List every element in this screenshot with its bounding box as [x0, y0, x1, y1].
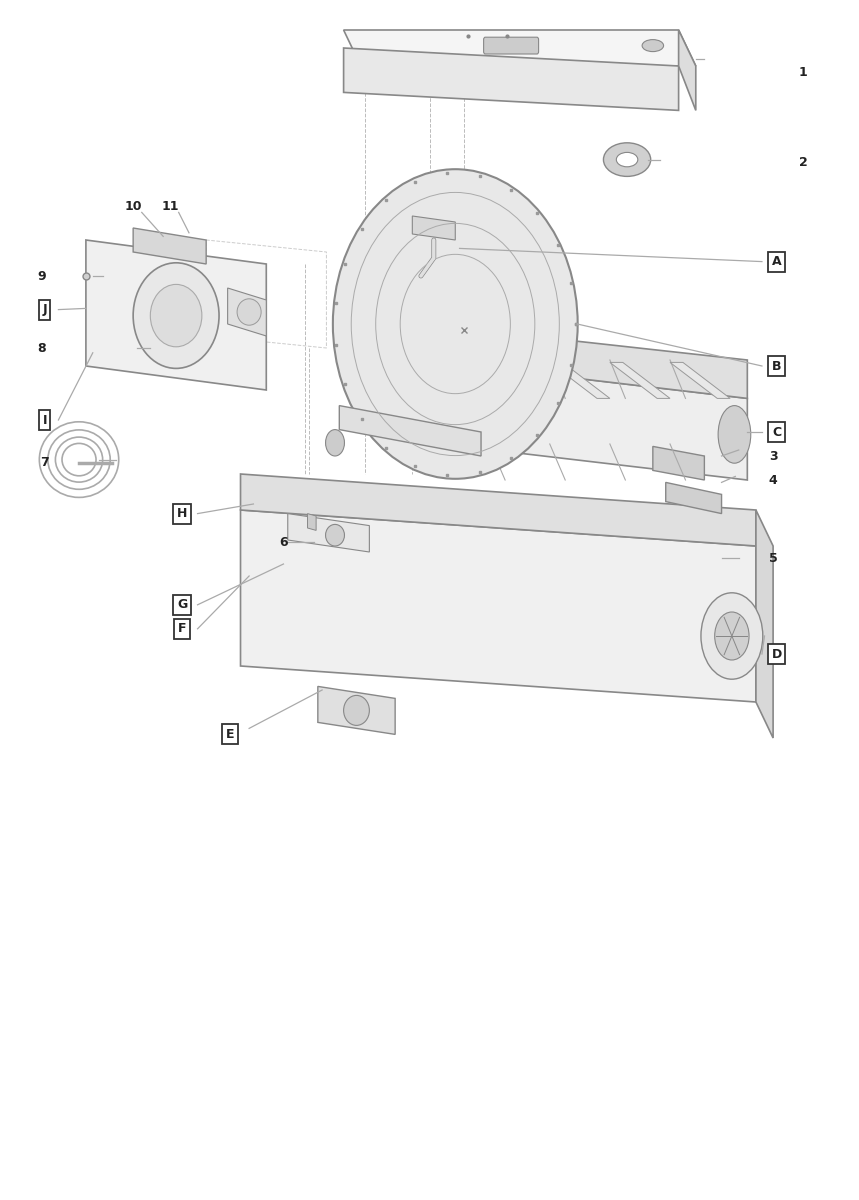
FancyBboxPatch shape — [484, 37, 539, 54]
Text: 3: 3 — [769, 450, 777, 462]
Ellipse shape — [344, 696, 369, 725]
Ellipse shape — [133, 263, 219, 368]
Text: I: I — [42, 414, 47, 426]
Polygon shape — [653, 446, 704, 480]
Polygon shape — [670, 362, 730, 398]
Ellipse shape — [326, 524, 344, 546]
Text: 9: 9 — [37, 270, 46, 282]
Polygon shape — [490, 362, 550, 398]
Polygon shape — [421, 324, 747, 398]
Polygon shape — [666, 482, 722, 514]
Polygon shape — [344, 48, 679, 110]
Polygon shape — [241, 474, 756, 546]
Text: H: H — [177, 508, 187, 520]
Text: 1: 1 — [799, 66, 807, 78]
Text: 2: 2 — [799, 156, 807, 168]
Text: J: J — [42, 304, 47, 316]
Polygon shape — [339, 406, 481, 456]
Polygon shape — [288, 514, 369, 552]
Polygon shape — [421, 360, 747, 480]
Polygon shape — [679, 30, 696, 110]
Ellipse shape — [333, 169, 577, 479]
Ellipse shape — [603, 143, 650, 176]
Text: 5: 5 — [769, 552, 777, 564]
Polygon shape — [241, 510, 756, 702]
Polygon shape — [308, 514, 316, 530]
Polygon shape — [550, 362, 610, 398]
Text: G: G — [177, 599, 187, 611]
Polygon shape — [756, 510, 773, 738]
Text: D: D — [771, 648, 782, 660]
Text: 7: 7 — [40, 456, 49, 468]
Ellipse shape — [237, 299, 261, 325]
Text: 11: 11 — [161, 200, 179, 212]
Polygon shape — [412, 216, 455, 240]
Text: 8: 8 — [37, 342, 46, 354]
Polygon shape — [86, 240, 266, 390]
Text: A: A — [771, 256, 782, 268]
Text: 10: 10 — [125, 200, 142, 212]
Ellipse shape — [150, 284, 202, 347]
Ellipse shape — [326, 430, 344, 456]
Ellipse shape — [718, 406, 751, 463]
Ellipse shape — [715, 612, 749, 660]
Polygon shape — [344, 30, 696, 66]
Polygon shape — [228, 288, 266, 336]
Ellipse shape — [643, 40, 663, 52]
Polygon shape — [133, 228, 206, 264]
Text: C: C — [772, 426, 781, 438]
Text: 6: 6 — [279, 536, 288, 548]
Text: 4: 4 — [769, 474, 777, 486]
Polygon shape — [318, 686, 395, 734]
Text: F: F — [178, 623, 186, 635]
Ellipse shape — [701, 593, 763, 679]
Polygon shape — [610, 362, 670, 398]
Text: B: B — [771, 360, 782, 372]
Text: E: E — [226, 728, 235, 740]
Ellipse shape — [616, 152, 637, 167]
